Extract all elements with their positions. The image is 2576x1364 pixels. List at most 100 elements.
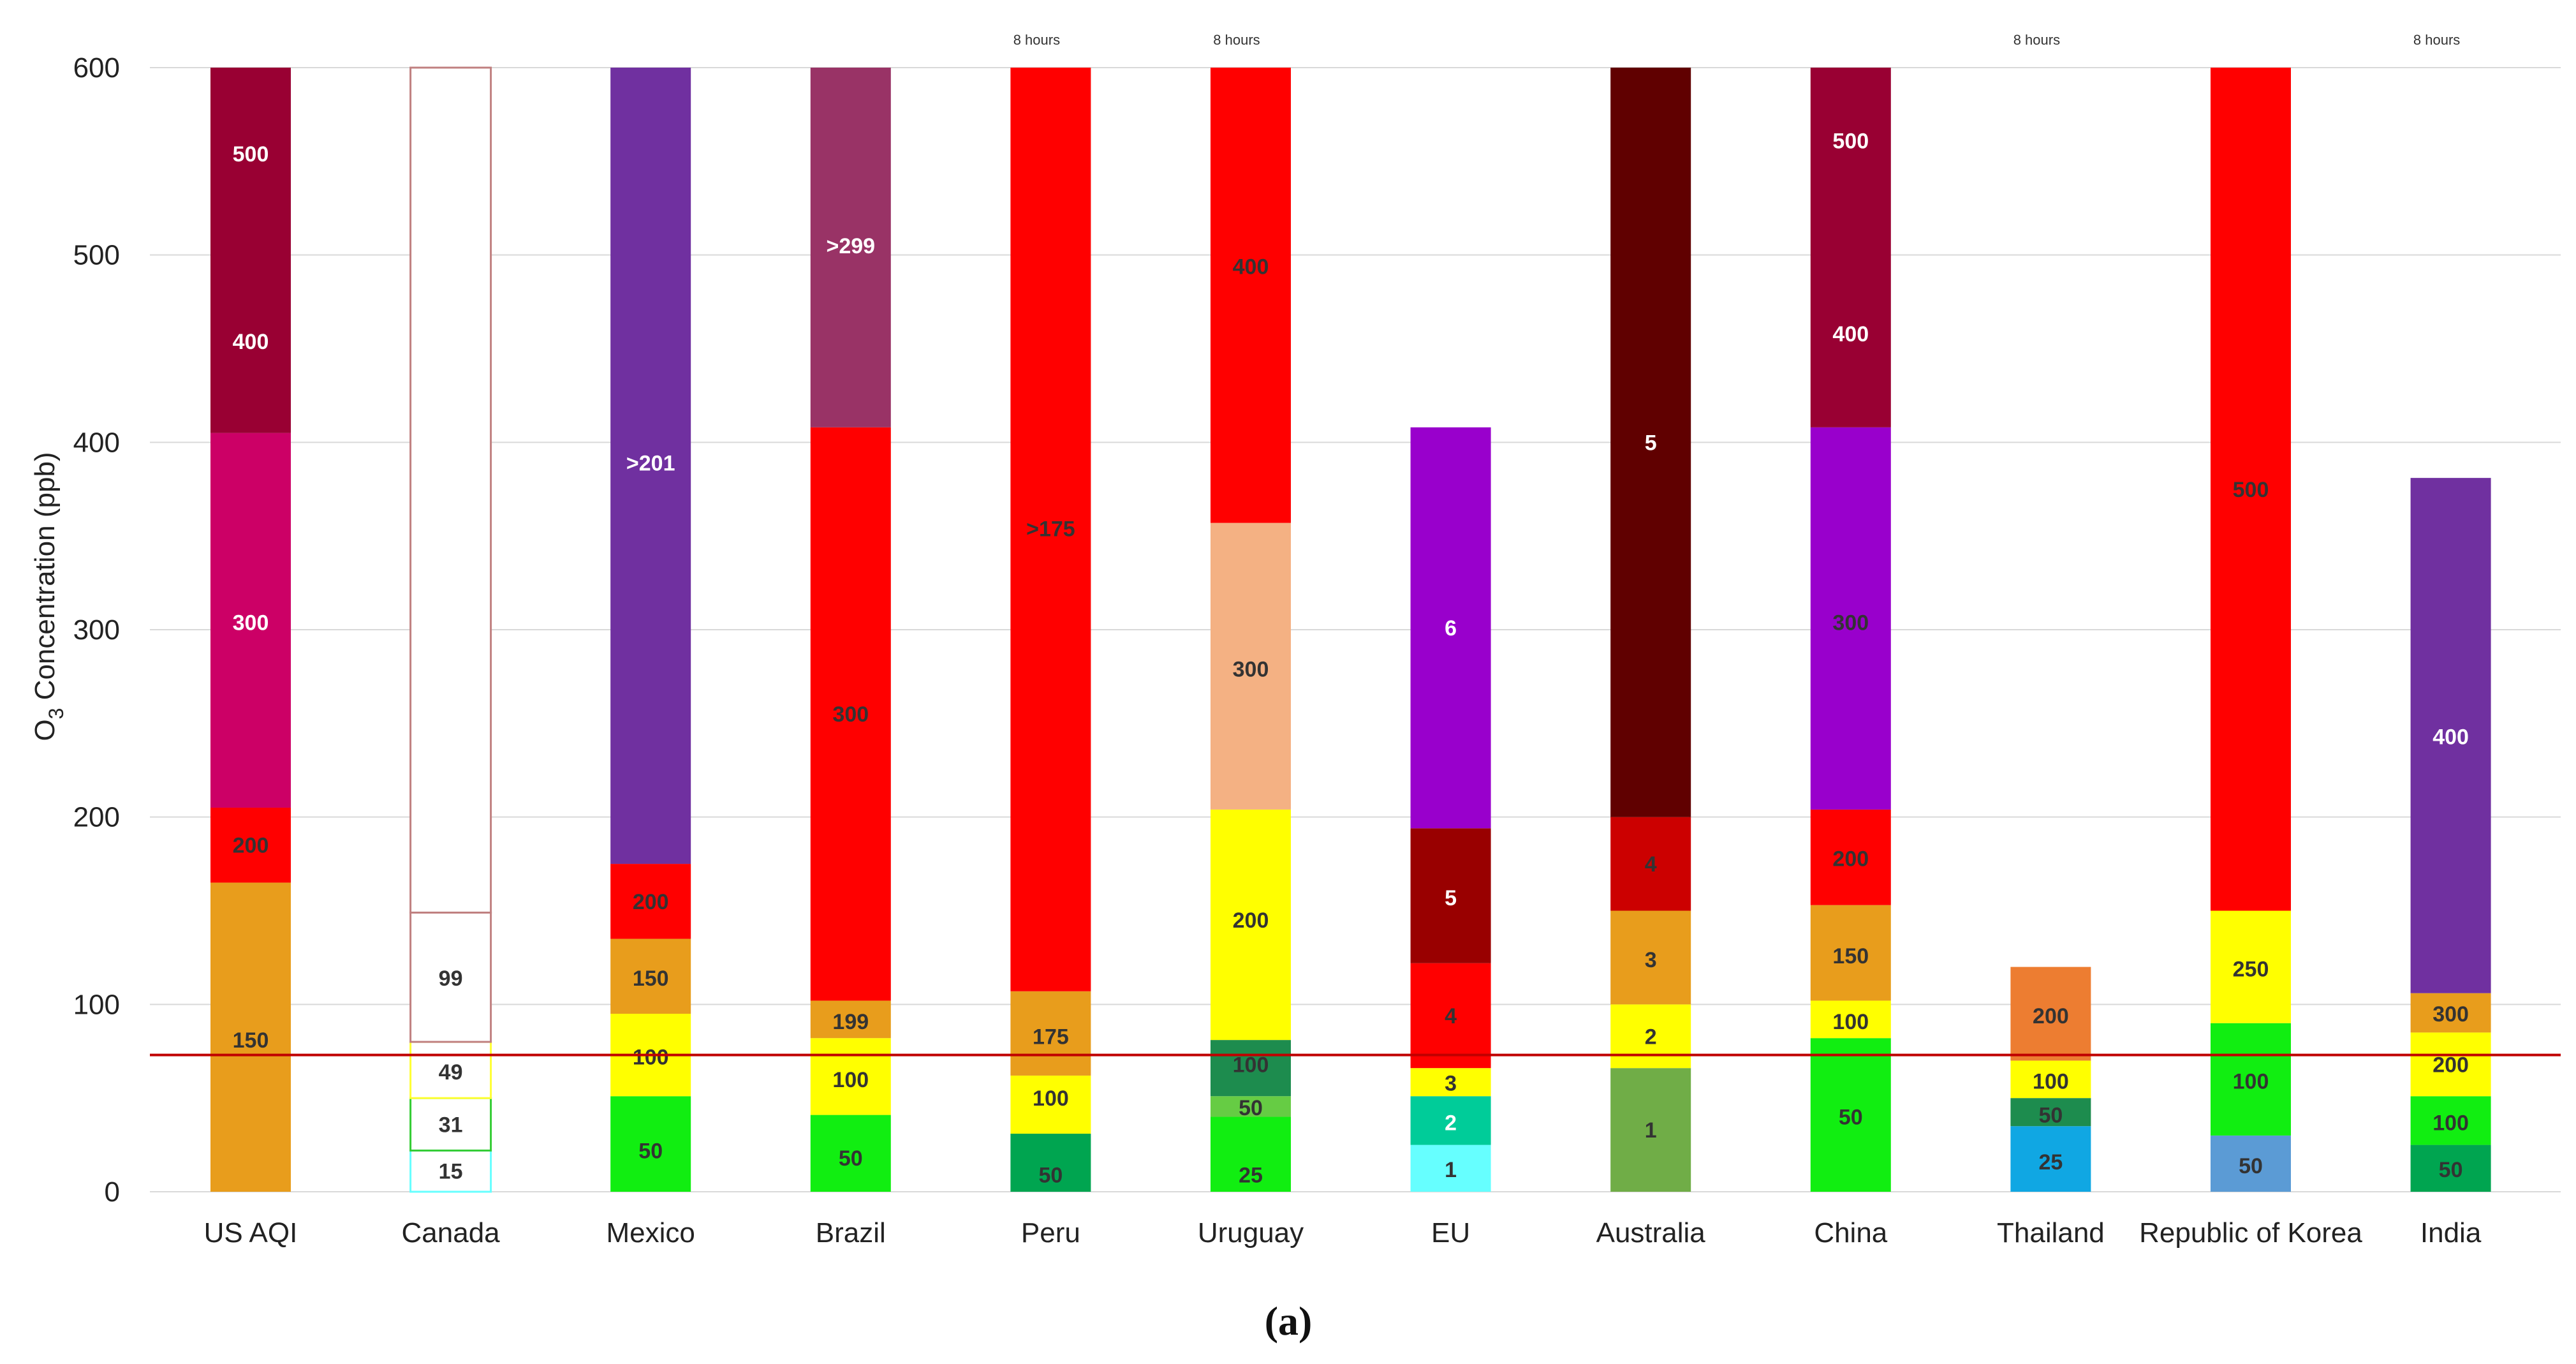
segment-label: 15	[439, 1160, 463, 1184]
bar-segment	[2211, 1135, 2291, 1192]
segment-label: 300	[233, 611, 269, 635]
segment-label: 50	[839, 1146, 863, 1171]
bar-segment	[210, 433, 291, 808]
bar-segment	[810, 68, 891, 427]
segment-label: 199	[832, 1010, 869, 1034]
bar-note: 8 hours	[1213, 32, 1260, 48]
y-tick-label: 200	[73, 802, 120, 833]
bar-segment	[1010, 991, 1091, 1076]
segment-label: 1	[1645, 1118, 1657, 1143]
bar-segment	[1211, 68, 1291, 523]
segment-label: 200	[233, 834, 269, 858]
segment-label: 100	[2233, 1070, 2269, 1094]
x-category-label: Peru	[1021, 1217, 1080, 1249]
bar-segment	[409, 1041, 492, 1099]
segment-label: 50	[2439, 1158, 2463, 1182]
x-category-label: India	[2420, 1217, 2482, 1249]
segment-label: 500	[2233, 478, 2269, 502]
bar-segment	[1810, 905, 1891, 1001]
segment-label: 50	[638, 1139, 663, 1163]
bar-segment	[210, 882, 291, 1192]
bar-segment	[2211, 68, 2291, 911]
bar-segment	[1010, 1133, 1091, 1192]
bar-segment	[1810, 1038, 1891, 1192]
bar-segment	[1410, 1145, 1491, 1192]
segment-label: 4	[1645, 852, 1657, 877]
bar-segment	[1610, 1004, 1691, 1069]
bar-segment	[210, 68, 291, 433]
segment-label: 31	[439, 1113, 463, 1137]
bar-segment	[1610, 910, 1691, 1005]
segment-label: 300	[1832, 611, 1869, 635]
segment-label: 50	[1038, 1164, 1063, 1188]
bar-segment	[1610, 817, 1691, 911]
bar-segment	[1010, 68, 1091, 991]
segment-label: 100	[1033, 1086, 1069, 1111]
bar-segment	[610, 938, 691, 1014]
x-category-label: Mexico	[607, 1217, 695, 1249]
bar-segment	[1410, 963, 1491, 1069]
y-tick-label: 400	[73, 427, 120, 458]
bar-segment	[1610, 68, 1691, 817]
bar-segment	[1010, 1075, 1091, 1134]
segment-label: 4	[1445, 1004, 1457, 1028]
segment-label: 50	[2038, 1104, 2063, 1128]
bar-peru: 50 100 175 >175 8 hours	[1010, 32, 1091, 1192]
segment-label: 150	[233, 1028, 269, 1053]
bar-republic-of-korea: 50 100 250 500	[2211, 68, 2291, 1192]
bar-segment	[1810, 68, 1891, 427]
segment-label: 100	[633, 1046, 669, 1070]
x-category-label: Uruguay	[1198, 1217, 1304, 1249]
bar-segment	[2010, 1098, 2091, 1127]
bar-segment	[610, 68, 691, 864]
segment-label: 25	[2038, 1150, 2063, 1175]
segment-label: 300	[1233, 658, 1269, 682]
segment-label: 2	[1645, 1025, 1657, 1049]
y-tick-label: 0	[105, 1176, 120, 1208]
segment-label: 400	[1832, 322, 1869, 346]
bar-segment	[1211, 809, 1291, 1041]
segment-label: 49	[439, 1060, 463, 1085]
segment-label: 300	[2432, 1002, 2469, 1027]
bar-note: 8 hours	[1013, 32, 1060, 48]
y-tick-label: 600	[73, 52, 120, 84]
segment-label: 3	[1645, 948, 1657, 972]
bar-note: 8 hours	[2413, 32, 2460, 48]
segment-label: 200	[1832, 847, 1869, 871]
segment-label: 400	[2432, 725, 2469, 749]
segment-label: 200	[2033, 1004, 2069, 1028]
segment-label: 100	[832, 1068, 869, 1092]
segment-label: 400	[1233, 255, 1269, 279]
segment-label: 175	[1033, 1025, 1069, 1049]
bar-india: 50 100 200 300 400 8 hours	[2410, 32, 2491, 1192]
segment-label: >299	[827, 234, 876, 258]
bars: 1502003004005001531499950100150200>20150…	[210, 32, 2491, 1193]
segment-label: 25	[1239, 1164, 1263, 1188]
segment-label: 100	[2432, 1111, 2469, 1135]
bar-segment	[2410, 1032, 2491, 1097]
grid-lines	[150, 67, 2561, 1192]
y-tick-label: 100	[73, 989, 120, 1020]
bar-thailand: 25 50 100 200 8 hours	[2010, 32, 2091, 1192]
bar-mexico: 50 100 150 200 >201	[610, 68, 691, 1192]
x-axis-categories: US AQI Canada Mexico Brazil Peru Uruguay EU Aus…	[204, 1217, 2482, 1249]
figure-label: (a)	[1265, 1298, 1313, 1344]
x-category-label: Thailand	[1997, 1217, 2105, 1249]
segment-label: 400	[233, 330, 269, 354]
segment-label: 5	[1645, 431, 1657, 455]
bar-segment	[1211, 1040, 1291, 1097]
bar-us-aqi: 150 200 300 400 500	[210, 68, 291, 1192]
segment-label: 2	[1445, 1111, 1457, 1135]
bar-china: 50 100 150 200 300 400 500	[1810, 68, 1891, 1192]
bar-canada: 15 31 49 99	[409, 66, 492, 1193]
bar-segment	[2410, 1096, 2491, 1145]
bar-segment	[1810, 809, 1891, 905]
x-category-label: Australia	[1596, 1217, 1706, 1249]
bar-segment	[1211, 523, 1291, 810]
segment-label: 1	[1445, 1158, 1457, 1182]
segment-label: 100	[1832, 1010, 1869, 1034]
bar-note: 8 hours	[2013, 32, 2060, 48]
segment-label: 50	[2239, 1154, 2263, 1178]
bar-segment	[810, 1038, 891, 1115]
